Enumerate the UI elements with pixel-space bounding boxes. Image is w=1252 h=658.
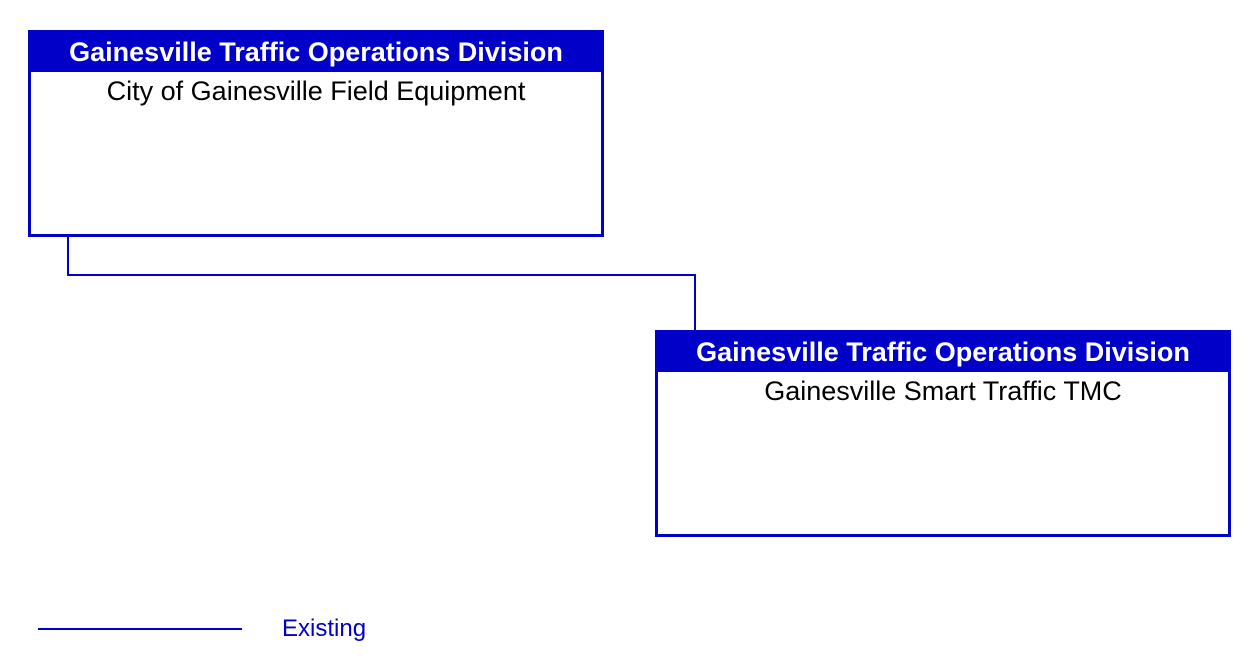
legend: Existing xyxy=(38,615,366,643)
node-body: City of Gainesville Field Equipment xyxy=(31,72,601,111)
diagram-node: Gainesville Traffic Operations DivisionC… xyxy=(28,30,604,237)
legend-label: Existing xyxy=(282,615,366,643)
diagram-node: Gainesville Traffic Operations DivisionG… xyxy=(655,330,1231,537)
connector-line xyxy=(68,237,695,330)
legend-line xyxy=(38,628,242,630)
node-header: Gainesville Traffic Operations Division xyxy=(31,33,601,72)
node-body: Gainesville Smart Traffic TMC xyxy=(658,372,1228,411)
node-header: Gainesville Traffic Operations Division xyxy=(658,333,1228,372)
